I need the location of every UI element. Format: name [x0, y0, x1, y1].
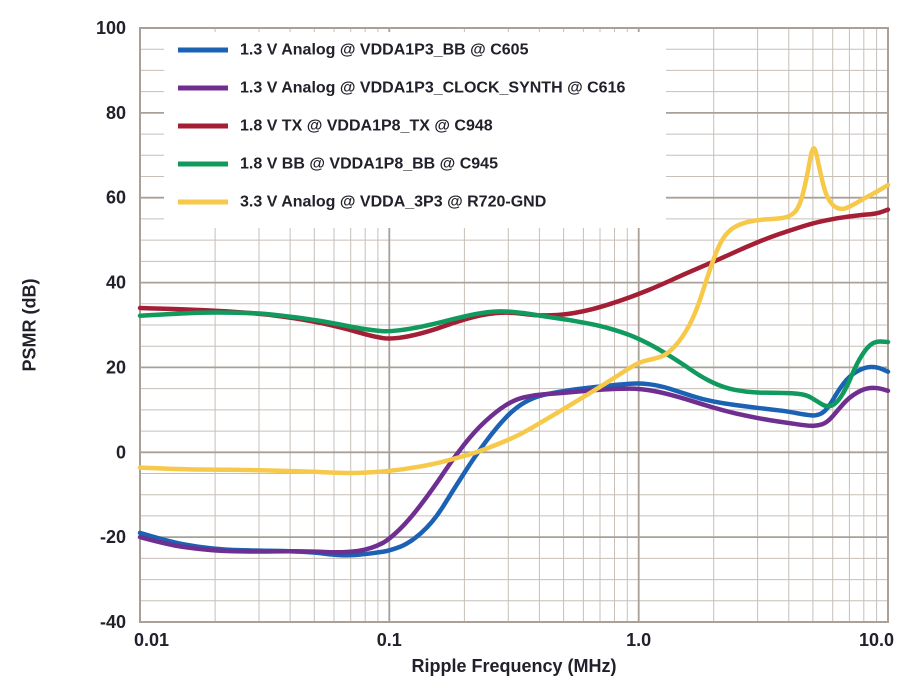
x-tick-label: 0.1 — [377, 630, 402, 650]
x-tick-label: 10.0 — [859, 630, 894, 650]
legend-label-0: 1.3 V Analog @ VDDA1P3_BB @ C605 — [240, 42, 529, 59]
y-axis-title: PSMR (dB) — [19, 278, 40, 372]
y-tick-label: 100 — [96, 18, 126, 38]
y-tick-label: 40 — [106, 273, 126, 293]
x-tick-label: 0.01 — [134, 630, 169, 650]
legend-label-4: 3.3 V Analog @ VDDA_3P3 @ R720-GND — [240, 194, 546, 211]
tick-labels: -40 -20 0 20 40 60 80 100 0.01 0.1 1.0 10.0 — [96, 18, 894, 650]
legend-label-3: 1.8 V BB @ VDDA1P8_BB @ C945 — [240, 156, 498, 173]
plot-border — [139, 27, 889, 623]
series-line-4 — [137, 146, 891, 476]
y-tick-label: -20 — [100, 527, 126, 547]
legend-label-1: 1.3 V Analog @ VDDA1P3_CLOCK_SYNTH @ C61… — [240, 80, 625, 97]
series-line-1 — [137, 385, 891, 555]
x-axis-title: Ripple Frequency (MHz) — [411, 656, 617, 676]
x-tick-label: 1.0 — [626, 630, 651, 650]
y-tick-label: 0 — [116, 442, 126, 462]
series-line-0 — [137, 364, 891, 558]
y-tick-label: 20 — [106, 357, 126, 377]
series-line-2 — [137, 207, 891, 341]
y-tick-label: 60 — [106, 188, 126, 208]
legend-label-2: 1.8 V TX @ VDDA1P8_TX @ C948 — [240, 118, 493, 135]
legend: 1.3 V Analog @ VDDA1P3_BB @ C605 1.3 V An… — [164, 32, 666, 228]
y-tick-label: 80 — [106, 103, 126, 123]
legend-background — [164, 32, 666, 228]
series-line-3 — [137, 309, 891, 409]
y-tick-label: -40 — [100, 612, 126, 632]
series-lines — [137, 146, 891, 558]
